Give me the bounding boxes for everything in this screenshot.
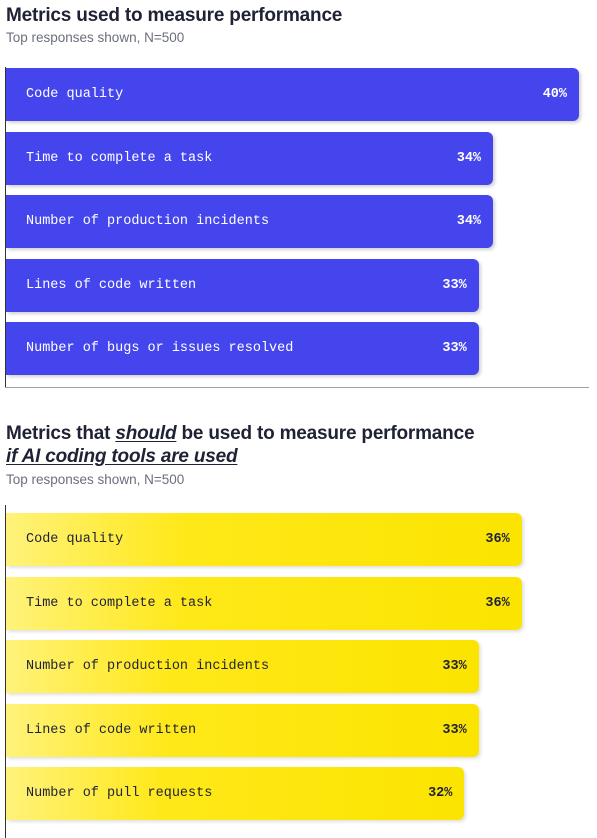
- bar-label: Time to complete a task: [26, 595, 213, 611]
- bar-label: Lines of code written: [26, 277, 197, 293]
- bar-value-label: 32%: [428, 786, 453, 801]
- bar-label: Number of bugs or issues resolved: [26, 341, 294, 356]
- bar-chart-should: Code quality 36% Time to complete a task 36…: [6, 513, 586, 823]
- bar-value-label: 34%: [456, 150, 482, 166]
- bar-label: Number of production incidents: [26, 659, 270, 674]
- bar: Time to complete a task 36%: [6, 576, 522, 630]
- bar: Lines of code written 33%: [6, 258, 479, 312]
- chart-subtitle: Top responses shown, N=500: [6, 30, 185, 45]
- current-metrics-section: Metrics used to measure performance Top …: [0, 0, 597, 388]
- title-part2: be used to measure performance: [176, 423, 475, 444]
- chart-title: Metrics used to measure performance: [6, 5, 343, 26]
- bar-label: Number of pull requests: [26, 786, 213, 801]
- bar-value-label: 36%: [485, 595, 510, 611]
- bar-label: Code quality: [26, 87, 124, 102]
- y-axis-line: [5, 67, 6, 388]
- bar-value-label: 33%: [442, 722, 467, 738]
- title-part1: Metrics that: [6, 423, 116, 444]
- bar-value-label: 33%: [442, 341, 467, 356]
- recommended-metrics-section: Metrics that should be used to measure p…: [0, 388, 597, 838]
- bar: Number of bugs or issues resolved 33%: [6, 322, 479, 375]
- bar: Number of pull requests 32%: [6, 767, 465, 820]
- bar: Number of production incidents 33%: [6, 640, 479, 693]
- bar: Number of production incidents 34%: [6, 195, 494, 248]
- section-divider: [5, 387, 589, 388]
- bar: Code quality 36%: [6, 513, 522, 566]
- bar-value-label: 36%: [485, 532, 510, 547]
- bar-chart-current: Code quality 40% Time to complete a task 34…: [6, 68, 586, 378]
- bar-value-label: 33%: [442, 277, 467, 293]
- chart-subtitle: Top responses shown, N=500: [6, 472, 185, 487]
- bar-value-label: 40%: [542, 87, 567, 102]
- chart-title-line2: if AI coding tools are used: [6, 445, 238, 468]
- bar: Code quality 40%: [6, 68, 579, 121]
- chart-title: Metrics that should be used to measure p…: [6, 422, 475, 445]
- title-line2: if AI coding tools are used: [6, 446, 238, 467]
- title-emphasis: should: [115, 423, 177, 444]
- bar-value-label: 33%: [442, 659, 467, 674]
- bar: Time to complete a task 34%: [6, 131, 494, 185]
- bar-label: Time to complete a task: [26, 150, 213, 166]
- y-axis-line: [5, 505, 6, 838]
- bar: Lines of code written 33%: [6, 703, 479, 757]
- bar-label: Lines of code written: [26, 722, 197, 738]
- bar-label: Number of production incidents: [26, 214, 270, 229]
- bar-value-label: 34%: [456, 214, 482, 229]
- bar-label: Code quality: [26, 532, 124, 547]
